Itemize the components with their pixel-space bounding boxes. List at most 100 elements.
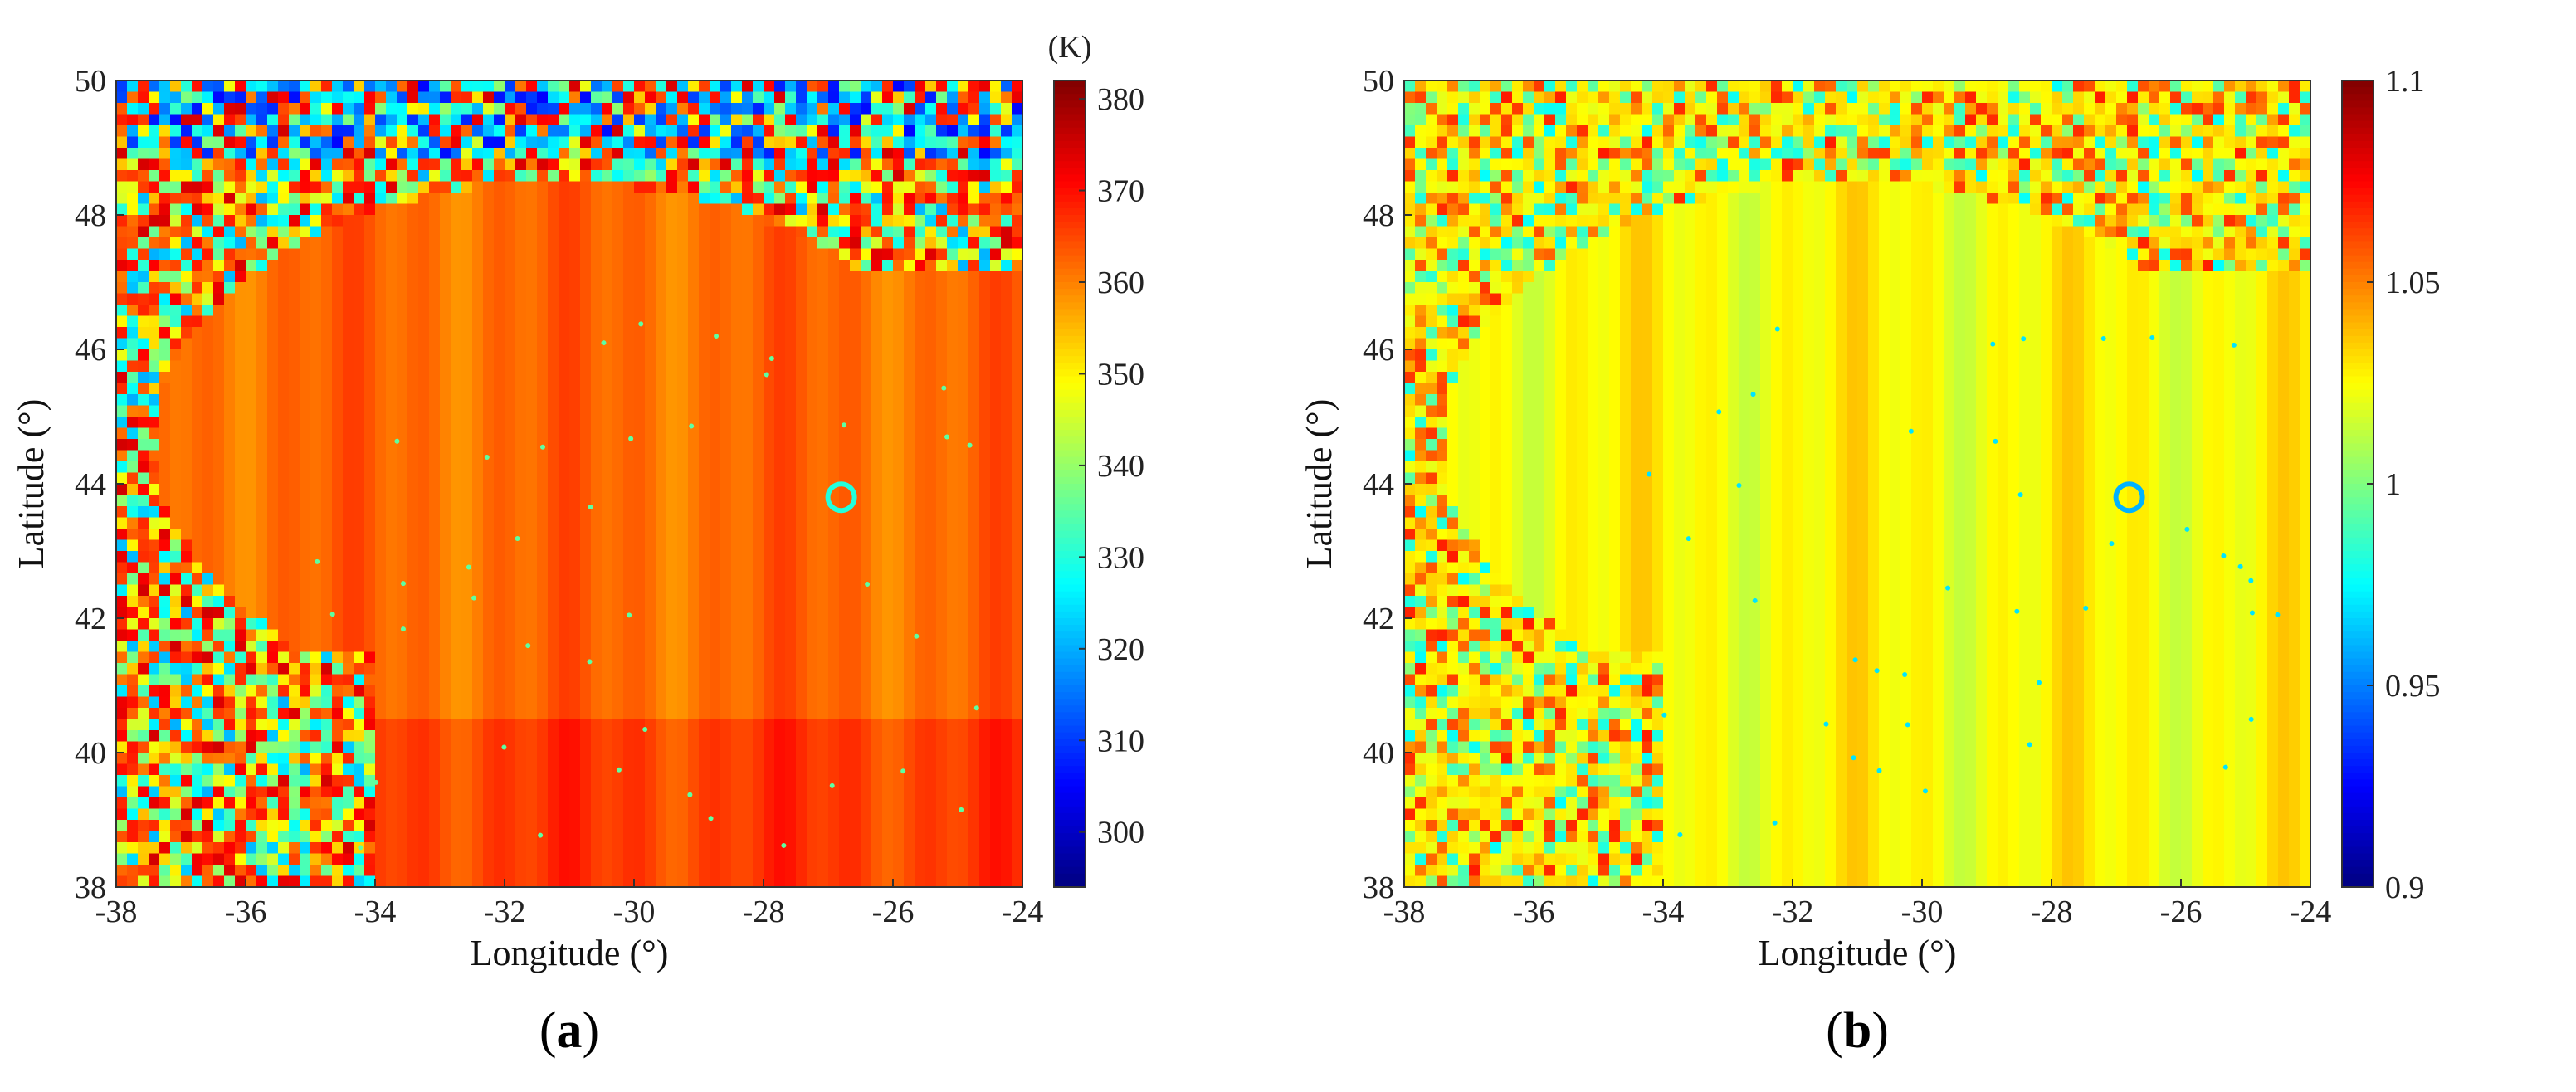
- heatmap-cell: [192, 529, 203, 541]
- heatmap-cell: [688, 405, 700, 417]
- heatmap-cell: [990, 305, 1002, 317]
- heatmap-cell: [925, 461, 937, 474]
- heatmap-cell: [764, 203, 775, 216]
- heatmap-cell: [645, 394, 656, 407]
- heatmap-cell: [893, 539, 905, 552]
- heatmap-cell: [612, 203, 624, 216]
- heatmap-cell: [612, 226, 624, 238]
- heatmap-cell: [1012, 80, 1023, 93]
- heatmap-cell: [569, 439, 581, 451]
- heatmap-cell: [666, 215, 678, 227]
- heatmap-cell: [623, 450, 635, 462]
- heatmap-cell: [505, 461, 516, 474]
- heatmap-cell: [742, 730, 754, 743]
- heatmap-cell: [548, 394, 559, 407]
- heatmap-cell: [548, 417, 559, 429]
- heatmap-cell: [904, 641, 915, 653]
- heatmap-cell: [602, 360, 613, 373]
- heatmap-cell: [494, 203, 505, 216]
- heatmap-cell: [138, 148, 149, 160]
- heatmap-cell: [116, 685, 128, 698]
- heatmap-cell: [1012, 215, 1023, 227]
- heatmap-cell: [246, 719, 257, 731]
- heatmap-cell: [796, 181, 807, 193]
- heatmap-cell: [505, 394, 516, 407]
- heatmap-cell: [461, 293, 473, 305]
- heatmap-cell: [666, 562, 678, 574]
- heatmap-cell: [418, 696, 430, 709]
- heatmap-cell: [753, 114, 764, 126]
- heatmap-cell: [267, 663, 279, 675]
- heatmap-cell: [688, 517, 700, 529]
- heatmap-cell: [451, 461, 462, 474]
- heatmap-cell: [116, 80, 128, 93]
- heatmap-cell: [418, 125, 430, 138]
- heatmap-cell: [192, 338, 203, 350]
- heatmap-cell: [505, 405, 516, 417]
- heatmap-cell: [861, 193, 872, 205]
- heatmap-cell: [310, 271, 322, 283]
- heatmap-cell: [645, 529, 656, 541]
- heatmap-cell: [386, 618, 398, 631]
- heatmap-cell: [202, 260, 214, 272]
- heatmap-cell: [591, 730, 603, 743]
- heatmap-cell: [1001, 674, 1012, 686]
- heatmap-cell: [127, 629, 139, 641]
- heatmap-cell: [634, 596, 646, 608]
- heatmap-cell: [720, 103, 732, 115]
- heatmap-cell: [764, 91, 775, 104]
- heatmap-cell: [936, 125, 948, 138]
- heatmap-cell: [224, 394, 236, 407]
- heatmap-cell: [235, 80, 246, 93]
- heatmap-cell: [289, 506, 300, 519]
- heatmap-cell: [526, 338, 538, 350]
- heatmap-cell: [968, 136, 980, 149]
- heatmap-cell: [742, 596, 754, 608]
- heatmap-cell: [494, 450, 505, 462]
- heatmap-cell: [202, 461, 214, 474]
- heatmap-cell: [526, 158, 538, 171]
- heatmap-cell: [559, 148, 570, 160]
- heatmap-cell: [828, 136, 840, 149]
- heatmap-cell: [925, 450, 937, 462]
- heatmap-cell: [925, 472, 937, 485]
- heatmap-cell: [181, 629, 193, 641]
- heatmap-cell: [774, 641, 786, 653]
- heatmap-cell: [947, 539, 959, 552]
- heatmap-cell: [278, 226, 290, 238]
- heatmap-cell: [915, 405, 926, 417]
- heatmap-cell: [310, 193, 322, 205]
- heatmap-cell: [321, 741, 333, 753]
- heatmap-cell: [1012, 394, 1023, 407]
- heatmap-cell: [666, 506, 678, 519]
- heatmap-cell: [720, 305, 732, 317]
- heatmap-cell: [354, 696, 365, 709]
- heatmap-cell: [612, 730, 624, 743]
- heatmap-cell: [612, 674, 624, 686]
- heatmap-cell: [321, 596, 333, 608]
- heatmap-cell: [925, 506, 937, 519]
- heatmap-cell: [634, 641, 646, 653]
- heatmap-cell: [343, 103, 354, 115]
- heatmap-cell: [796, 293, 807, 305]
- heatmap-cell: [235, 114, 246, 126]
- heatmap-cell: [807, 607, 818, 619]
- heatmap-cell: [354, 618, 365, 631]
- heatmap-cell: [645, 91, 656, 104]
- heatmap-cell: [623, 551, 635, 563]
- heatmap-cell: [440, 315, 451, 328]
- heatmap-cell: [321, 427, 333, 440]
- heatmap-cell: [354, 495, 365, 507]
- heatmap-cell: [990, 506, 1002, 519]
- heatmap-cell: [785, 472, 797, 485]
- heatmap-cell: [990, 439, 1002, 451]
- heatmap-cell: [170, 741, 182, 753]
- heatmap-cell: [548, 506, 559, 519]
- heatmap-cell: [461, 573, 473, 586]
- heatmap-cell: [968, 674, 980, 686]
- heatmap-cell: [116, 629, 128, 641]
- heatmap-cell: [979, 282, 991, 295]
- heatmap-cell: [483, 158, 495, 171]
- heatmap-cell: [321, 383, 333, 395]
- heatmap-cell: [559, 394, 570, 407]
